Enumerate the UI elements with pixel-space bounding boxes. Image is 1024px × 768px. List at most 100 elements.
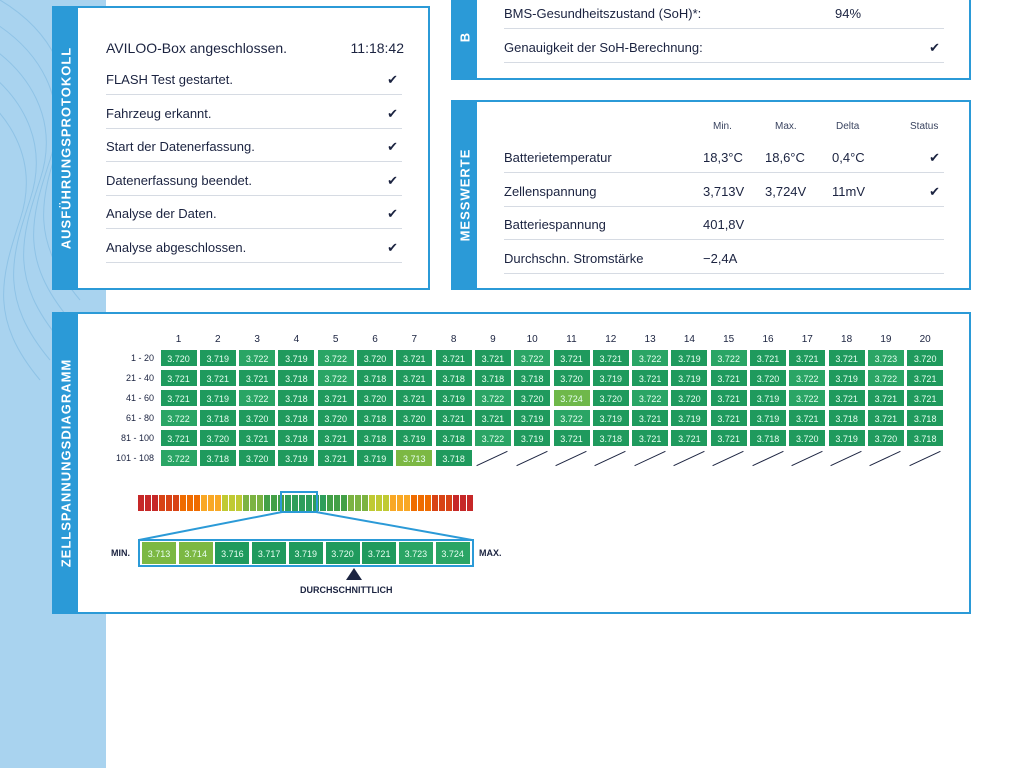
- voltage-cell: 3.722: [709, 349, 748, 367]
- protocol-header-row: AVILOO-Box angeschlossen. 11:18:42: [106, 40, 404, 62]
- voltage-cell: 3.721: [473, 349, 512, 367]
- scale-segment: [264, 495, 270, 511]
- measurement-delta: 0,4°C: [832, 150, 865, 165]
- column-number: 4: [293, 334, 300, 345]
- protocol-item-label: Datenerfassung beendet.: [106, 172, 252, 188]
- check-icon: ✔: [929, 150, 940, 165]
- scale-value-cell: 3.723: [397, 541, 434, 565]
- row-range-label: 41 - 60: [125, 393, 154, 403]
- check-icon: ✔: [387, 139, 398, 154]
- voltage-cell: 3.718: [434, 369, 473, 387]
- voltage-cell: 3.718: [277, 409, 316, 427]
- voltage-cell: 3.718: [356, 409, 394, 427]
- scale-segment: [250, 495, 256, 511]
- voltage-cell: 3.719: [591, 369, 630, 387]
- voltage-cell: 3.721: [749, 349, 787, 367]
- measurements-tab: MESSWERTE: [453, 102, 477, 288]
- voltage-cell: 3.721: [395, 389, 434, 407]
- voltage-cell: 3.721: [316, 389, 355, 407]
- measurement-row: Durchschn. Stromstärke −2,4A: [504, 251, 944, 274]
- scale-value-cell: 3.720: [324, 541, 361, 565]
- voltage-cell: 3.721: [552, 349, 591, 367]
- voltage-cell: 3.719: [513, 409, 552, 427]
- voltage-cell: 3.720: [749, 369, 787, 387]
- scale-segment: [348, 495, 354, 511]
- voltage-cell: 3.719: [513, 429, 552, 447]
- measurement-row: Batterietemperatur 18,3°C 18,6°C 0,4°C ✔: [504, 150, 944, 173]
- voltage-cell: 3.721: [159, 429, 198, 447]
- scale-segment: [243, 495, 249, 511]
- protocol-item-label: Start der Datenerfassung.: [106, 139, 255, 154]
- voltage-cell: 3.719: [277, 349, 316, 367]
- voltage-cell: 3.718: [198, 409, 237, 427]
- protocol-item: Start der Datenerfassung. ✔: [106, 139, 402, 162]
- column-number: 16: [762, 334, 774, 345]
- voltage-cell: 3.722: [788, 369, 827, 387]
- scale-zoom-highlight: [280, 491, 318, 513]
- voltage-cell: 3.718: [434, 449, 473, 467]
- voltage-cell: 3.718: [906, 409, 945, 427]
- voltage-cell: 3.719: [670, 369, 709, 387]
- voltage-cell: 3.721: [395, 349, 434, 367]
- column-number: 19: [880, 334, 892, 345]
- voltage-cell: 3.721: [159, 389, 198, 407]
- scale-segment: [138, 495, 144, 511]
- column-number: 6: [372, 334, 378, 345]
- voltage-cell: 3.719: [670, 349, 709, 367]
- header-min: Min.: [713, 121, 732, 132]
- scale-segment: [257, 495, 263, 511]
- scale-value-cell: 3.721: [361, 541, 398, 565]
- voltage-cell: 3.721: [788, 409, 827, 427]
- voltage-cell: 3.718: [277, 389, 316, 407]
- measurement-min: 18,3°C: [703, 150, 743, 165]
- voltage-cell: 3.721: [238, 369, 277, 387]
- voltage-cell: 3.719: [827, 429, 866, 447]
- voltage-cell: 3.721: [866, 389, 905, 407]
- voltage-cell: 3.719: [749, 389, 787, 407]
- voltage-cell: 3.721: [788, 349, 827, 367]
- contour-lines-decor: [0, 0, 81, 381]
- protocol-item: Analyse abgeschlossen. ✔: [106, 240, 402, 263]
- voltage-cell: 3.720: [552, 369, 591, 387]
- measurement-delta: 11mV: [832, 183, 865, 199]
- voltage-cell: 3.721: [473, 409, 512, 427]
- voltage-cell: 3.721: [198, 369, 237, 387]
- scale-segment: [453, 495, 459, 511]
- voltage-color-scale: [138, 495, 474, 511]
- column-number: 5: [332, 334, 339, 345]
- column-number: 3: [254, 334, 260, 345]
- voltage-cell: 3.720: [788, 429, 827, 447]
- voltage-cell: 3.721: [238, 429, 277, 447]
- voltage-cell: 3.722: [159, 409, 198, 427]
- voltage-cell: 3.721: [670, 429, 709, 447]
- scale-segment: [201, 495, 207, 511]
- scale-segment: [425, 495, 431, 511]
- protocol-item: FLASH Test gestartet. ✔: [106, 72, 402, 95]
- voltage-cell: 3.721: [709, 429, 748, 447]
- scale-min-label: MIN.: [111, 548, 130, 558]
- voltage-cell: 3.722: [238, 349, 277, 367]
- row-range-label: 1 - 20: [130, 353, 154, 363]
- column-number: 17: [801, 334, 813, 345]
- column-number: 15: [723, 334, 735, 345]
- column-number: 13: [644, 334, 656, 345]
- voltage-cell: 3.713: [395, 449, 434, 467]
- voltage-cell: 3.722: [513, 349, 552, 367]
- column-number: 14: [683, 334, 695, 345]
- scale-segment: [236, 495, 242, 511]
- voltage-cell: 3.718: [591, 429, 630, 447]
- voltage-cell: 3.721: [906, 389, 945, 407]
- average-marker-icon: [346, 568, 362, 580]
- voltage-cell: 3.722: [473, 429, 512, 447]
- voltage-cell: 3.719: [198, 349, 237, 367]
- scale-segment: [383, 495, 389, 511]
- protocol-item: Analyse der Daten. ✔: [106, 206, 402, 229]
- measurement-label: Zellenspannung: [504, 183, 597, 199]
- measurement-row: Zellenspannung 3,713V 3,724V 11mV ✔: [504, 184, 944, 207]
- voltage-cell: 3.718: [356, 429, 394, 447]
- scale-value-cell: 3.716: [214, 541, 251, 565]
- voltage-cell: 3.720: [866, 429, 905, 447]
- voltage-cell: 3.721: [552, 429, 591, 447]
- voltage-cell: 3.720: [356, 389, 394, 407]
- scale-segment: [306, 495, 312, 511]
